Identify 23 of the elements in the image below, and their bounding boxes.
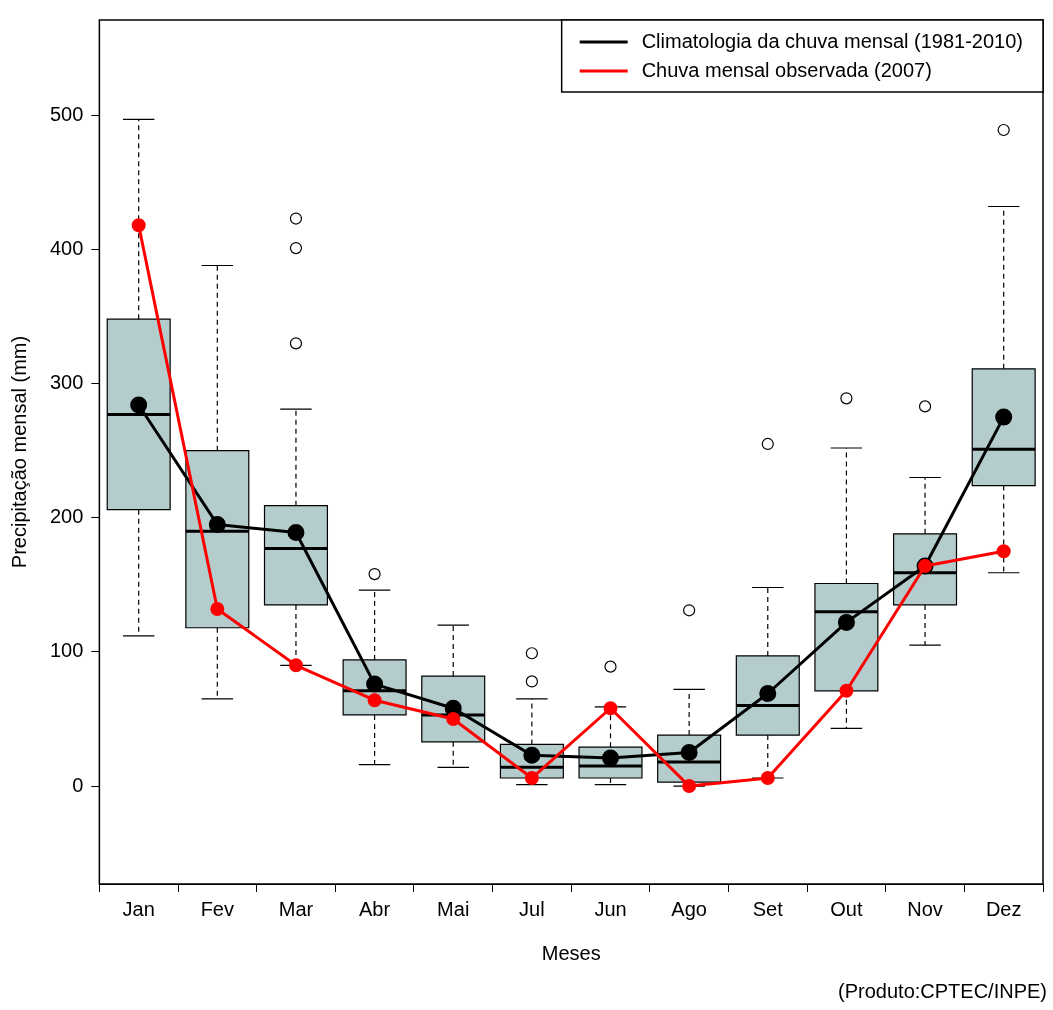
y-tick-label: 500 [49,102,84,125]
legend-label: Chuva mensal observada (2007) [641,58,932,81]
x-tick-label: Out [830,897,863,920]
y-tick-label: 300 [49,371,84,394]
x-tick-label: Jul [519,897,545,920]
x-tick-label: Mar [278,897,314,920]
x-tick-label: Jun [594,897,627,920]
x-axis-title: Meses [541,941,601,964]
x-tick-label: Dez [985,897,1022,920]
x-tick-label: Abr [359,897,391,920]
x-tick-label: Jan [122,897,155,920]
x-tick-label: Nov [907,897,943,920]
x-tick-label: Mai [437,897,470,920]
y-axis-title: Precipitação mensal (mm) [7,335,30,569]
x-tick-label: Fev [200,897,234,920]
text: (Produto:CPTEC/INPE) [838,980,1047,1002]
legend-label: Climatologia da chuva mensal (1981-2010) [641,29,1023,52]
x-tick-label: Set [752,897,784,920]
x-tick-label: Ago [671,897,707,920]
y-tick-label: 100 [49,639,84,662]
y-tick-label: 400 [49,236,84,259]
y-tick-label: 200 [49,505,84,528]
y-tick-label: 0 [72,773,84,796]
